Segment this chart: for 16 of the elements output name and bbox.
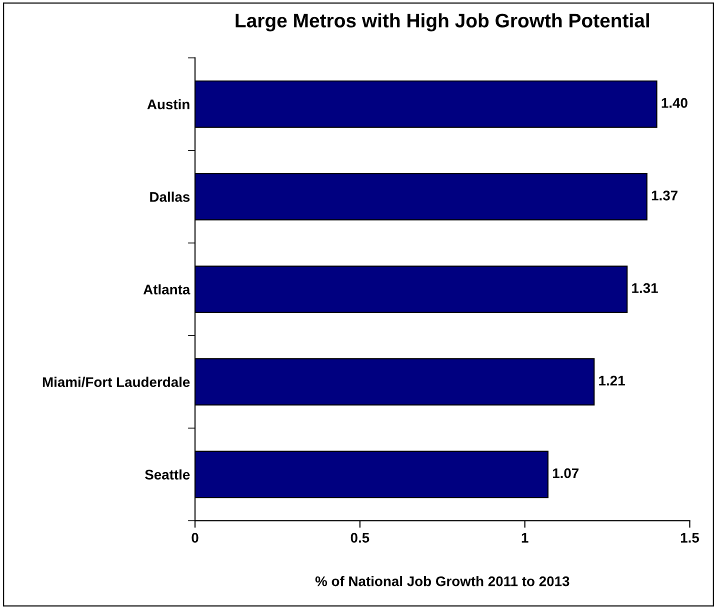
x-tick-label: 1.5 [680,533,700,543]
chart-title: Large Metros with High Job Growth Potential [236,13,649,32]
data-label: 1.31 [632,283,658,294]
x-tick-label: 0.5 [350,532,370,543]
x-tick-label: 1 [522,533,528,543]
data-label: 1.07 [552,468,579,478]
data-label: 1.21 [599,376,625,386]
x-tick-label: 0 [192,532,198,543]
y-tick-label: Seattle [145,469,190,480]
data-label: 1.37 [652,190,678,200]
x-axis-title: % of National Job Growth 2011 to 2013 [315,576,570,586]
y-tick-label: Dallas [150,192,190,202]
y-tick-label: Atlanta [143,284,190,294]
y-tick-label: Austin [147,99,190,110]
y-tick-label: Miami/Fort Lauderdale [42,376,190,388]
data-label: 1.40 [662,98,688,108]
